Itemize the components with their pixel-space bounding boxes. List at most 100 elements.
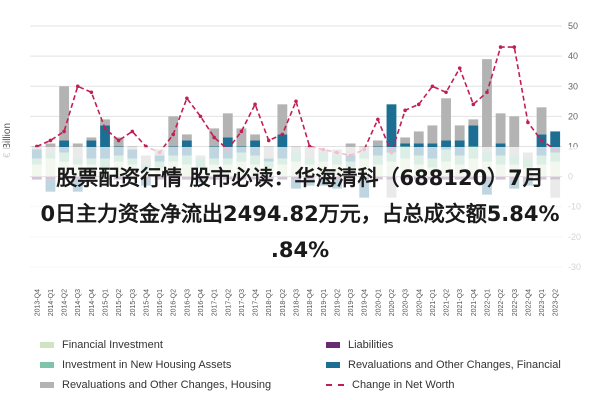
x-tick-label: 2017-Q1 [212, 289, 219, 316]
legend: Financial Investment Liabilities Investm… [40, 335, 600, 399]
x-tick-label: 2020-Q1 [375, 289, 382, 316]
x-tick-label: 2017-Q4 [253, 289, 260, 316]
bar-segment [468, 119, 479, 126]
legend-label: Revaluations and Other Changes, Financia… [348, 359, 561, 371]
legend-swatch [326, 362, 340, 368]
headline-overlay [0, 147, 600, 289]
net-worth-point [75, 84, 80, 89]
x-tick-label: 2017-Q2 [225, 289, 232, 316]
net-worth-point [471, 102, 476, 107]
net-worth-line [36, 46, 556, 157]
bar-segment [536, 134, 547, 156]
bar-segment [468, 125, 479, 147]
x-tick-label: 2022-Q2 [498, 289, 505, 316]
bar-segment [86, 137, 97, 141]
x-tick-label: 2015-Q3 [130, 289, 137, 316]
x-tick-label: 2015-Q4 [143, 289, 150, 316]
bar-segment [550, 131, 561, 153]
y-tick-label: 50 [568, 21, 578, 31]
net-worth-point [48, 138, 53, 143]
legend-dash [326, 384, 344, 386]
bar-segment [181, 134, 192, 141]
x-tick-label: 2021-Q2 [444, 289, 451, 316]
x-tick-label: 2021-Q4 [471, 289, 478, 316]
x-tick-label: 2021-Q1 [430, 289, 437, 316]
x-tick-label: 2013-Q4 [34, 289, 41, 316]
net-worth-point [444, 90, 448, 95]
x-tick-label: 2016-Q4 [198, 289, 205, 316]
x-tick-label: 2020-Q4 [416, 289, 423, 316]
x-tick-label: 2019-Q3 [348, 289, 355, 316]
bar-segment [277, 104, 288, 135]
x-tick-label: 2014-Q4 [89, 289, 96, 316]
net-worth-point [62, 129, 66, 134]
y-tick-label: 30 [568, 81, 578, 91]
net-worth-point [198, 114, 203, 119]
x-tick-label: 2018-Q3 [294, 289, 301, 316]
legend-swatch [40, 342, 54, 348]
headline[interactable]: 股票配资行情 股市必读：华海清科（688120）7月 0日主力资金净流出2494… [0, 160, 600, 268]
bar-segment [236, 128, 247, 147]
legend-item-net-worth: Change in Net Worth [326, 375, 455, 395]
x-tick-label: 2016-Q3 [184, 289, 191, 316]
bar-segment [400, 137, 411, 144]
net-worth-point [403, 108, 407, 113]
legend-label: Investment in New Housing Assets [62, 359, 232, 371]
x-tick-label: 2015-Q1 [103, 289, 110, 316]
x-tick-label: 2020-Q3 [403, 289, 410, 316]
net-worth-point [212, 135, 216, 140]
x-tick-label: 2014-Q1 [48, 289, 55, 316]
legend-swatch [40, 382, 54, 388]
legend-label: Revaluations and Other Changes, Housing [62, 379, 272, 391]
bar-segment [100, 125, 110, 159]
headline-line-1: 股票配资行情 股市必读：华海清科（688120）7月 [56, 166, 544, 190]
net-worth-point [539, 138, 544, 143]
bar-segment [400, 143, 411, 147]
bar-segment [59, 140, 70, 153]
x-tick-label: 2020-Q2 [389, 289, 396, 316]
legend-item-revaluations-financial: Revaluations and Other Changes, Financia… [326, 355, 561, 375]
legend-label: Change in Net Worth [352, 379, 455, 391]
bar-segment [250, 134, 260, 141]
legend-swatch [40, 362, 54, 368]
net-worth-point [280, 132, 285, 137]
x-tick-label: 2017-Q3 [239, 289, 246, 316]
legend-item-revaluations-housing: Revaluations and Other Changes, Housing [40, 375, 271, 395]
y-tick-label: 20 [568, 111, 578, 121]
legend-item-liabilities: Liabilities [326, 335, 393, 355]
legend-label: Liabilities [348, 339, 394, 351]
x-tick-label: 2023-Q2 [553, 289, 560, 316]
bar-segment [441, 98, 451, 141]
x-tick-label: 2018-Q2 [280, 289, 287, 316]
x-tick-label: 2021-Q3 [457, 289, 464, 316]
net-worth-point [116, 138, 121, 143]
net-worth-point [294, 99, 298, 104]
legend-item-financial-investment: Financial Investment [40, 335, 163, 355]
x-tick-label: 2014-Q2 [62, 289, 69, 316]
net-worth-point [376, 117, 380, 122]
bar-segment [372, 140, 383, 147]
bar-segment [100, 119, 110, 126]
y-tick-label: 10 [568, 141, 578, 151]
net-worth-point [266, 138, 271, 143]
net-worth-point [498, 45, 503, 49]
net-worth-point [130, 129, 135, 134]
x-tick-label: 2019-Q2 [334, 289, 341, 316]
y-tick-label: 40 [568, 51, 578, 61]
bar-segment [168, 116, 179, 147]
bar-segment [441, 140, 451, 150]
headline-line-2: 0日主力资金净流出2494.82万元，占总成交额5.84% [40, 202, 560, 226]
x-tick-label: 2016-Q1 [157, 289, 164, 316]
bar-segment [413, 131, 424, 144]
net-worth-point [485, 90, 489, 95]
net-worth-point [239, 129, 244, 134]
x-tick-label: 2019-Q4 [362, 289, 369, 316]
x-tick-label: 2014-Q3 [75, 289, 82, 316]
x-tick-label: 2018-Q1 [266, 289, 273, 316]
net-worth-point [89, 90, 94, 95]
legend-item-new-housing: Investment in New Housing Assets [40, 355, 231, 375]
x-tick-label: 2019-Q1 [321, 289, 328, 316]
x-tick-label: 2022-Q3 [512, 289, 519, 316]
net-worth-point [457, 66, 462, 70]
bar-segment [509, 116, 520, 156]
